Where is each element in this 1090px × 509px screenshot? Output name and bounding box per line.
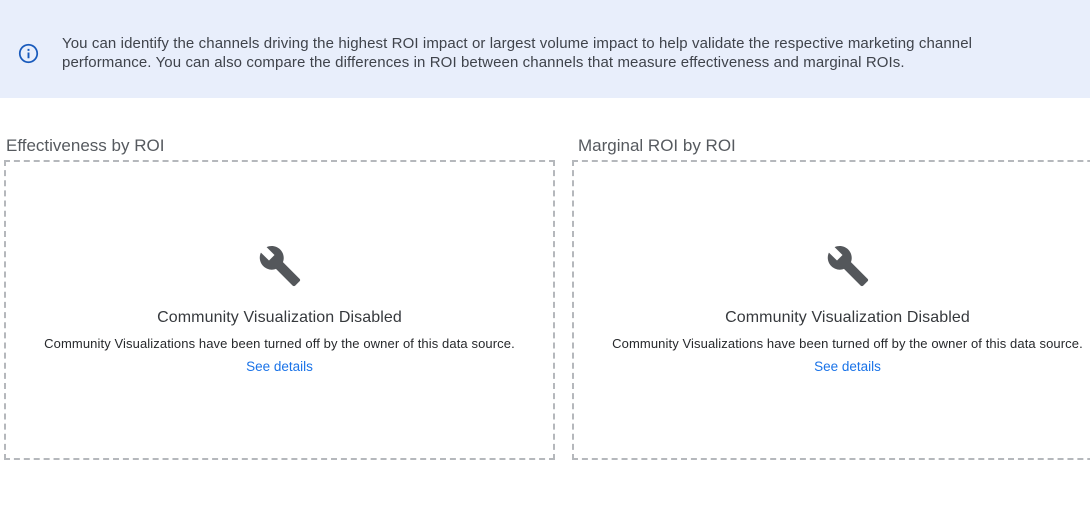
wrench-icon [259, 246, 300, 287]
see-details-link[interactable]: See details [814, 359, 881, 374]
info-icon [18, 43, 39, 63]
disabled-message: Community Visualizations have been turne… [44, 336, 515, 351]
disabled-heading: Community Visualization Disabled [157, 309, 402, 326]
see-details-link[interactable]: See details [246, 359, 313, 374]
chart-title-marginal-roi: Marginal ROI by ROI [578, 136, 736, 155]
info-banner: You can identify the channels driving th… [0, 0, 1090, 98]
chart-panel-marginal-roi: Community Visualization Disabled Communi… [572, 160, 1090, 460]
disabled-message: Community Visualizations have been turne… [612, 336, 1083, 351]
wrench-icon [827, 246, 868, 287]
chart-title-effectiveness: Effectiveness by ROI [6, 136, 165, 155]
banner-text: You can identify the channels driving th… [62, 34, 973, 72]
disabled-heading: Community Visualization Disabled [725, 309, 970, 326]
chart-panel-effectiveness: Community Visualization Disabled Communi… [4, 160, 555, 460]
